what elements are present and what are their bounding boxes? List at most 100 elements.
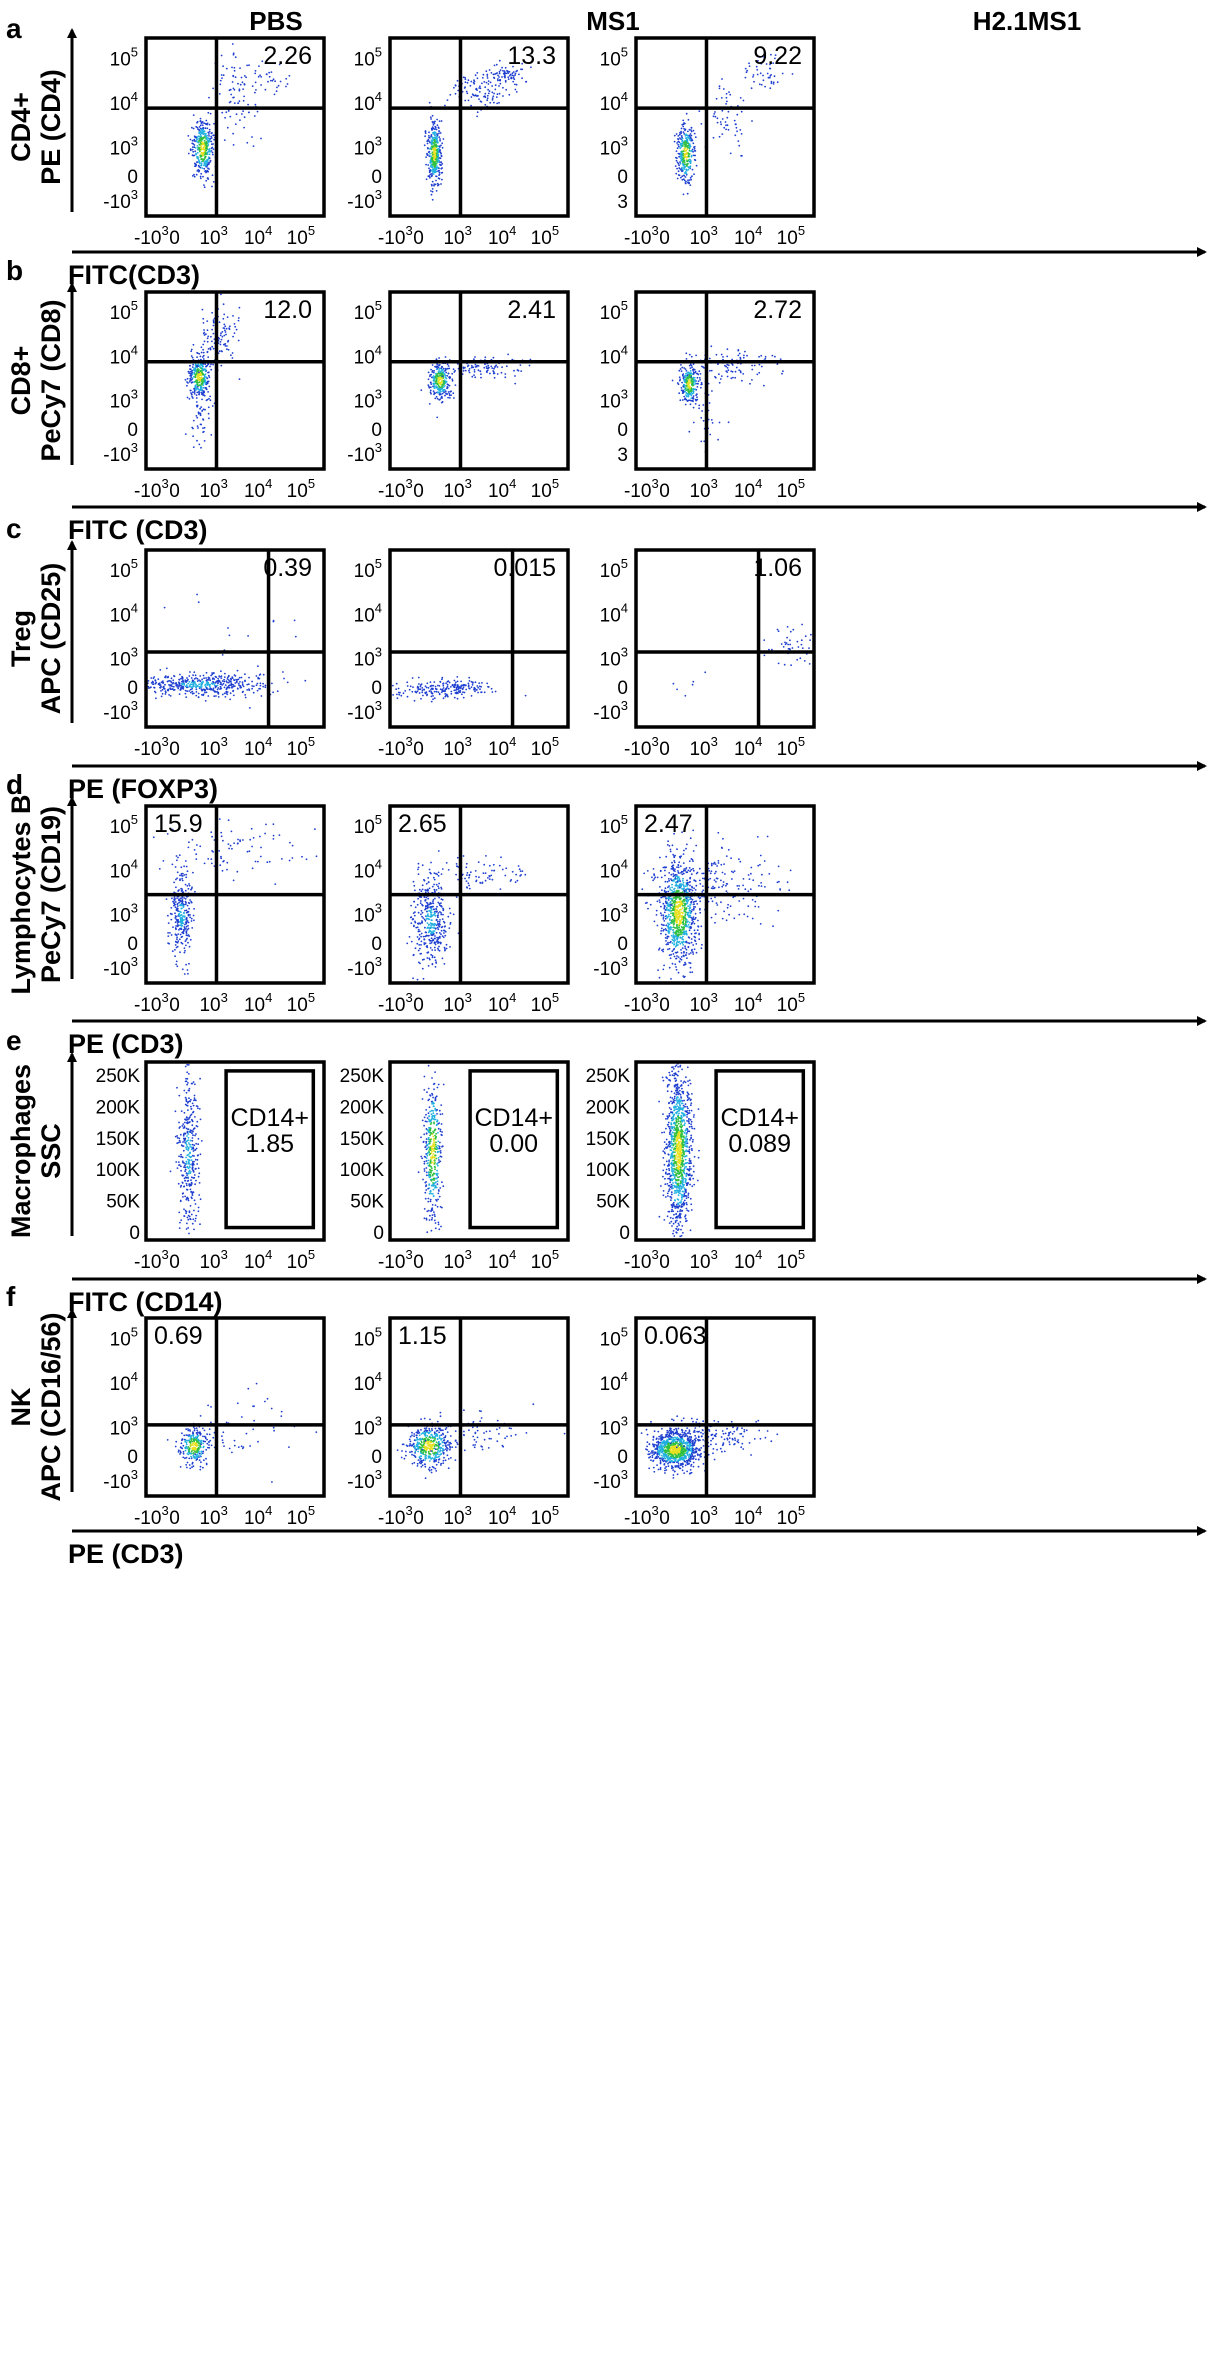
data-point [692,370,695,372]
data-point [737,349,740,351]
data-point [737,105,739,107]
data-point [690,155,693,158]
data-point [790,664,792,667]
data-point [200,145,203,148]
x-tick-label: 104 [488,476,516,502]
data-point [475,88,478,91]
data-point [692,388,695,391]
data-point [410,940,413,943]
data-point [223,860,225,862]
data-point [207,139,209,142]
data-point [433,122,436,125]
data-point [242,110,245,112]
data-point [505,88,508,91]
data-point [445,682,447,685]
data-point [175,684,178,687]
data-point [230,682,233,685]
data-point [434,136,437,139]
data-point [228,327,231,330]
data-point [184,692,187,695]
data-point [392,684,394,687]
data-point [210,140,213,143]
data-point [193,146,196,149]
data-point [483,95,486,98]
data-point [187,846,190,849]
data-point [443,380,446,383]
data-point [202,175,204,178]
data-point [425,178,428,181]
data-point [424,926,426,929]
data-point [184,378,187,381]
data-point [232,132,235,135]
data-point [188,907,191,910]
data-point [419,685,422,688]
data-point [435,378,438,381]
data-point [715,353,718,356]
data-point [439,149,441,152]
data-point [272,834,275,837]
data-point [277,84,280,87]
data-point [420,890,423,893]
data-point [735,366,738,369]
data-point [180,916,183,919]
data-point [435,872,437,875]
data-point [468,368,471,370]
data-point [191,154,194,157]
data-point [738,352,741,355]
data-point [757,59,759,62]
data-point [210,831,213,834]
data-point [417,961,420,964]
data-point [201,392,204,395]
y-axis-label: PE (CD4) [36,69,66,185]
y-tick-label: -103 [347,698,382,724]
data-point [198,683,201,686]
data-point [436,148,438,151]
data-point [510,879,513,881]
data-point [209,137,212,140]
data-point [691,148,694,151]
data-point [677,971,680,974]
y-tick-label: -103 [103,440,138,466]
data-point [435,385,438,387]
data-point [680,132,682,135]
data-point [443,391,445,394]
data-point [430,907,433,910]
data-point [486,371,488,374]
data-point [694,403,697,405]
data-point [179,897,182,900]
data-point [433,155,436,158]
data-point [220,855,222,858]
data-point [435,395,438,398]
data-point [680,135,683,137]
data-point [254,70,257,72]
data-point [243,83,246,86]
data-point [477,365,480,367]
data-point [198,443,201,446]
data-point [440,161,443,164]
data-point [718,381,721,384]
data-point [226,345,228,347]
data-point [211,340,213,343]
data-point [688,134,691,137]
data-point [189,148,192,151]
data-point [753,364,756,367]
data-point [198,150,201,153]
data-point [197,164,200,167]
data-point [689,165,692,168]
data-point [430,383,433,385]
data-point [740,133,743,135]
data-point [467,364,470,367]
x-tick-label: 103 [199,990,227,1016]
data-point [762,79,765,82]
y-tick-label: 3 [617,445,628,466]
data-point [201,356,204,358]
data-point [673,134,676,137]
data-point [278,63,281,66]
data-point [186,685,188,688]
data-point [190,355,193,357]
data-point [411,918,414,921]
data-point [440,120,443,122]
data-point [167,932,170,934]
data-point [678,379,681,382]
data-point [193,372,196,375]
